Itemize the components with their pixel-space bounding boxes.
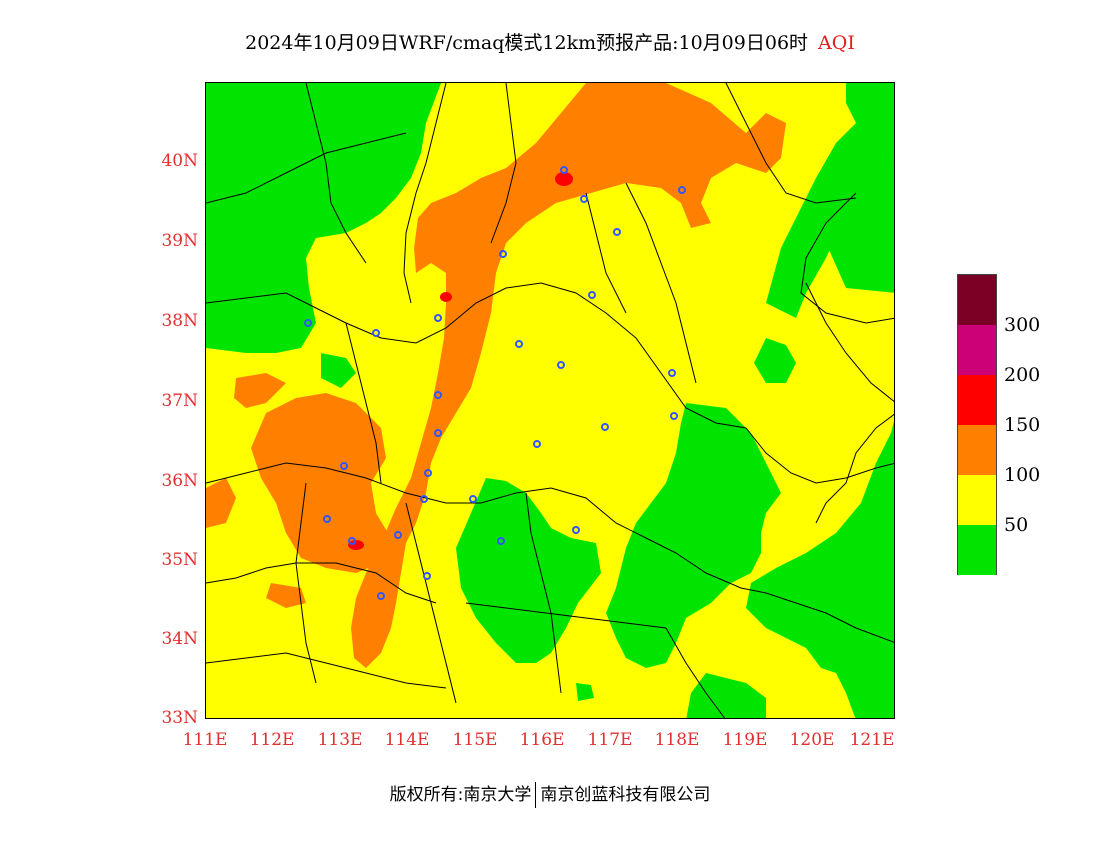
copyright-left: 版权所有:南京大学 <box>389 785 532 805</box>
copyright-footer: 版权所有:南京大学 南京创蓝科技有限公司 <box>0 780 1100 808</box>
coastline-south <box>815 413 894 524</box>
legend-label-150: 150 <box>1004 414 1041 436</box>
lat-label-39: 39N <box>161 231 198 251</box>
lon-label-118: 118E <box>654 730 700 750</box>
lat-label-33: 33N <box>161 708 198 728</box>
moderate-unhealthy-zones <box>206 83 786 668</box>
aqi-legend <box>957 274 997 575</box>
lat-label-40: 40N <box>161 151 198 171</box>
good-zones <box>206 83 894 718</box>
copyright-right: 南京创蓝科技有限公司 <box>540 785 711 805</box>
legend-label-100: 100 <box>1004 464 1041 486</box>
lon-label-114: 114E <box>384 730 430 750</box>
coastline <box>800 192 894 324</box>
legend-label-300: 300 <box>1004 314 1041 336</box>
map-title: 2024年10月09日WRF/cmaq模式12km预报产品:10月09日06时 A… <box>0 28 1100 55</box>
legend-swatch-moderate <box>958 475 996 525</box>
footer-separator <box>535 782 537 808</box>
title-text: 2024年10月09日WRF/cmaq模式12km预报产品:10月09日06时 <box>245 32 809 54</box>
lat-label-34: 34N <box>161 629 198 649</box>
title-product: AQI <box>818 32 855 54</box>
lon-label-112: 112E <box>249 730 295 750</box>
legend-swatch-unhealthy <box>958 375 996 425</box>
unhealthy-spots <box>348 172 573 550</box>
lon-label-117: 117E <box>587 730 633 750</box>
aqi-map-canvas <box>206 83 894 718</box>
lon-label-121: 121E <box>849 730 895 750</box>
lat-label-35: 35N <box>161 550 198 570</box>
lon-label-113: 113E <box>317 730 363 750</box>
station-markers <box>304 166 686 600</box>
legend-label-200: 200 <box>1004 364 1041 386</box>
legend-label-50: 50 <box>1004 514 1029 536</box>
province-boundaries <box>206 83 894 718</box>
lon-label-111: 111E <box>182 730 228 750</box>
lat-label-36: 36N <box>161 471 198 491</box>
lon-label-116: 116E <box>519 730 565 750</box>
legend-swatch-hazardous <box>958 275 996 325</box>
legend-swatch-very-unhealthy <box>958 325 996 375</box>
lat-label-37: 37N <box>161 391 198 411</box>
legend-swatch-good <box>958 525 996 575</box>
lon-label-119: 119E <box>722 730 768 750</box>
legend-swatch-sensitive <box>958 425 996 475</box>
lon-label-115: 115E <box>452 730 498 750</box>
lat-label-38: 38N <box>161 311 198 331</box>
lon-label-120: 120E <box>789 730 835 750</box>
aqi-map <box>205 82 895 719</box>
